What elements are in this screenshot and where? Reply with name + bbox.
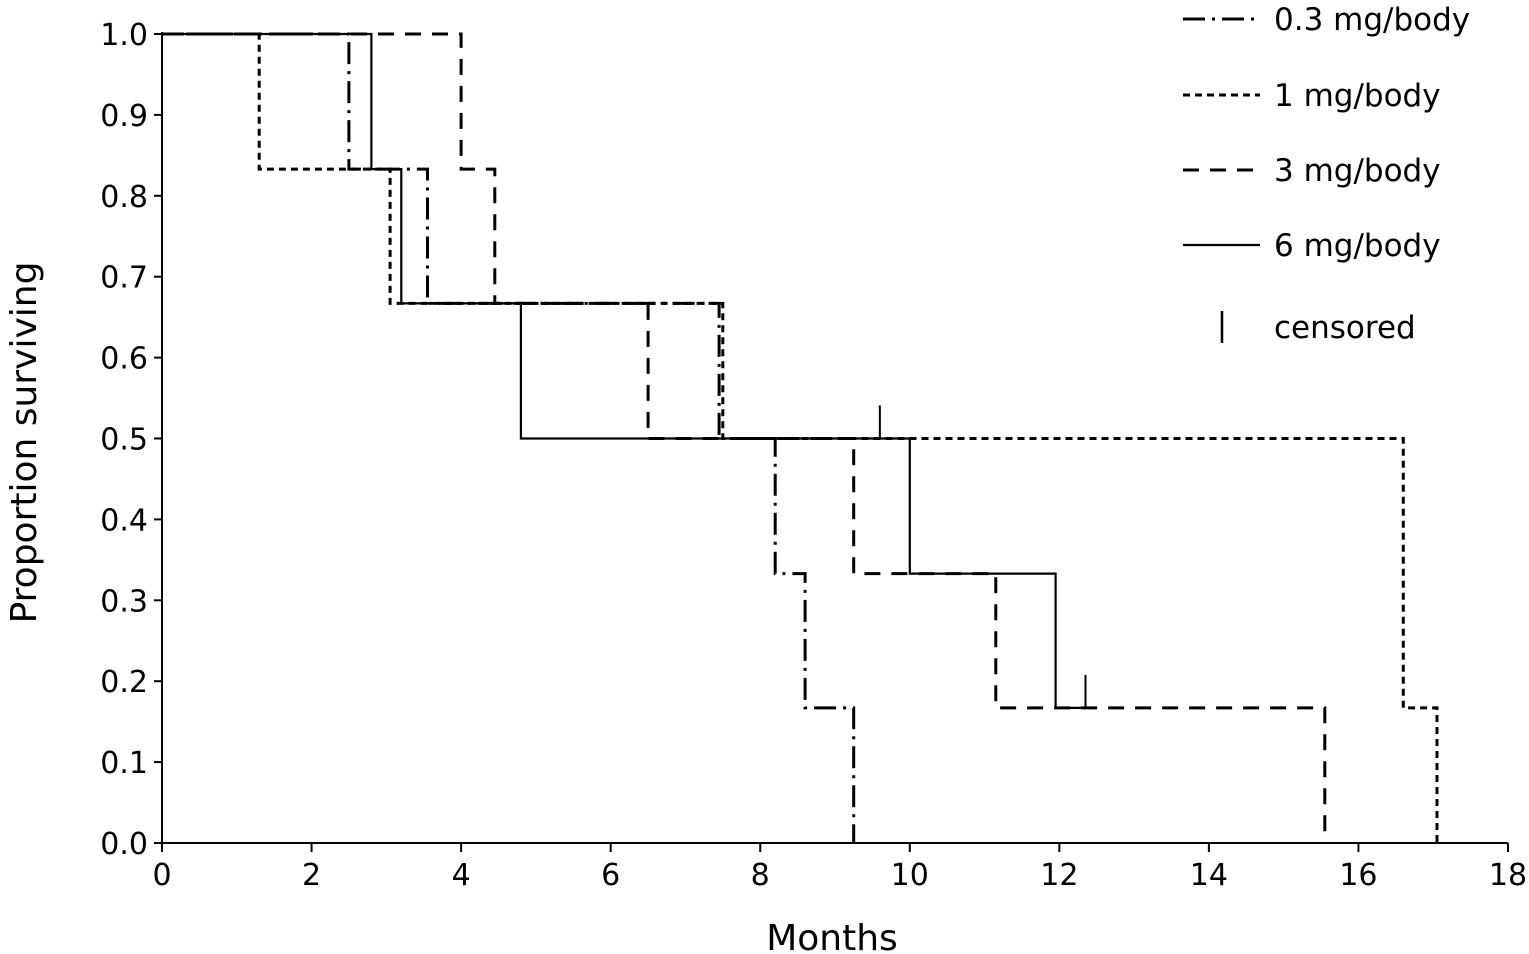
series-1-mg-body (162, 32, 1439, 843)
x-tick-label: 2 (302, 858, 321, 893)
x-tick-label: 16 (1339, 858, 1377, 893)
y-tick-label: 0.8 (100, 180, 148, 215)
y-tick-label: 0.9 (100, 99, 148, 134)
legend-item: 0.3 mg/body (1183, 2, 1470, 38)
legend-item: 6 mg/body (1183, 228, 1441, 264)
x-tick-label: 0 (152, 858, 171, 893)
x-tick-label: 18 (1489, 858, 1527, 893)
x-tick-label: 8 (751, 858, 770, 893)
y-tick-label: 0.6 (100, 342, 148, 377)
legend-item: censored (1220, 310, 1416, 346)
x-tick-label: 12 (1040, 858, 1078, 893)
x-axis-title: Months (766, 918, 898, 954)
y-tick-label: 0.5 (100, 423, 148, 458)
survival-curve (162, 32, 856, 843)
legend-item: 1 mg/body (1183, 78, 1441, 114)
x-tick-label: 10 (891, 858, 929, 893)
legend: 0.3 mg/body 1 mg/body 3 mg/body 6 mg/body ce… (1183, 2, 1470, 346)
axes: 0.0 0.1 0.2 0.3 0.4 0.5 0.6 0.7 0.8 0.9 1.0 0 2 4 6 8 10… (100, 18, 1527, 893)
series-6-mg-body (162, 32, 1090, 709)
legend-item: 3 mg/body (1183, 153, 1441, 189)
legend-label: 6 mg/body (1274, 228, 1441, 264)
y-axis-title: Proportion surviving (4, 262, 45, 624)
x-tick-label: 6 (601, 858, 620, 893)
y-tick-label: 0.0 (100, 827, 148, 862)
legend-label: censored (1274, 310, 1416, 346)
series-layer (162, 32, 1439, 843)
x-tick-label: 14 (1190, 858, 1228, 893)
series-0-3-mg-body (162, 32, 856, 843)
legend-label: 1 mg/body (1274, 78, 1441, 114)
y-tick-label: 0.4 (100, 503, 148, 538)
legend-label: 0.3 mg/body (1274, 2, 1470, 38)
series-3-mg-body (162, 32, 1327, 843)
y-tick-label: 1.0 (100, 18, 148, 53)
y-tick-label: 0.1 (100, 746, 148, 781)
survival-curve (162, 32, 1327, 843)
y-tick-label: 0.3 (100, 584, 148, 619)
survival-curve (162, 32, 1090, 709)
y-tick-label: 0.7 (100, 261, 148, 296)
y-tick-label: 0.2 (100, 665, 148, 700)
legend-label: 3 mg/body (1274, 153, 1441, 189)
x-tick-label: 4 (452, 858, 471, 893)
survival-curve (162, 32, 1439, 843)
